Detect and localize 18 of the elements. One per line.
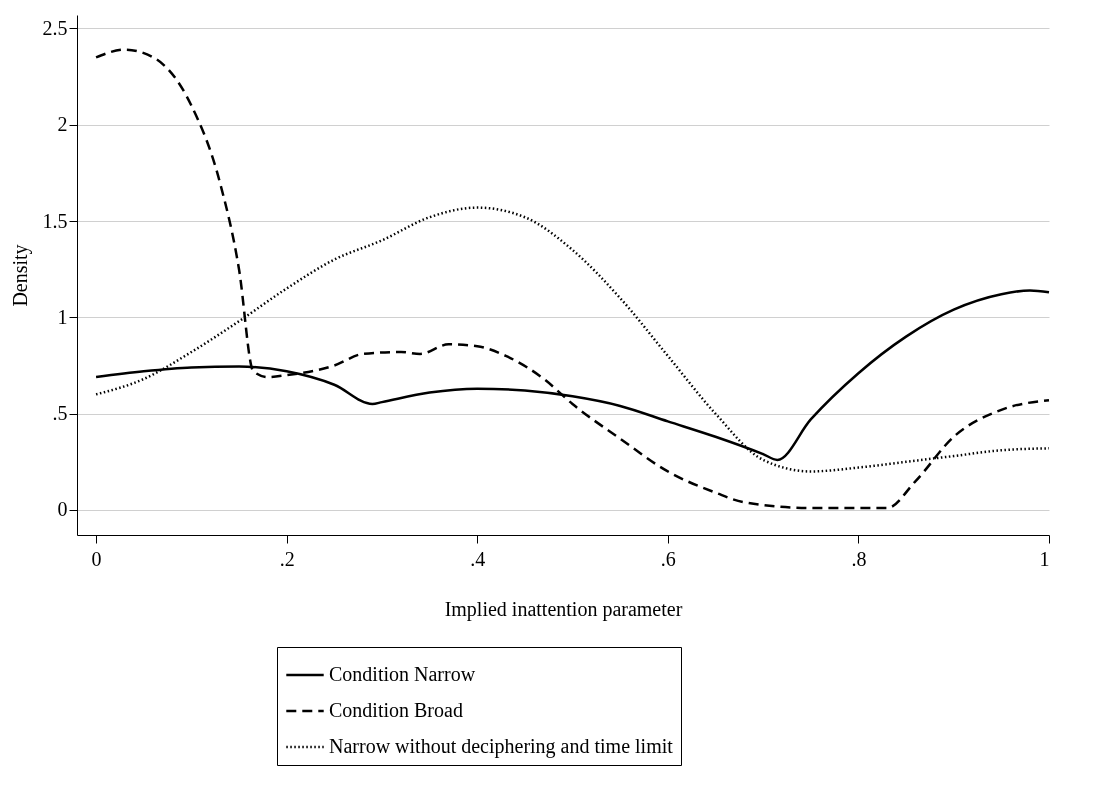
y-tick-label: 2 [57, 113, 68, 136]
line-series [94, 48, 1051, 510]
x-tick-label: 0 [91, 547, 102, 570]
y-tick-label: 0 [57, 498, 68, 521]
x-tick-label: 1 [1039, 547, 1050, 570]
y-tick-label: 1.5 [42, 209, 68, 232]
x-tick-label: .4 [470, 547, 486, 570]
legend-label: Condition Broad [329, 699, 463, 721]
y-tick-label: .5 [52, 402, 68, 425]
x-tick-label: .8 [851, 547, 867, 570]
legend-label: Narrow without deciphering and time limit [329, 735, 674, 758]
y-axis-title: Density [8, 244, 32, 307]
y-tick-label: 2.5 [42, 16, 68, 39]
x-tick-label: .2 [279, 547, 295, 570]
x-axis-title: Implied inattention parameter [444, 597, 683, 621]
y-tick-label: 1 [57, 305, 68, 328]
x-tick-label: .6 [660, 547, 676, 570]
legend-label: Condition Narrow [329, 663, 476, 685]
